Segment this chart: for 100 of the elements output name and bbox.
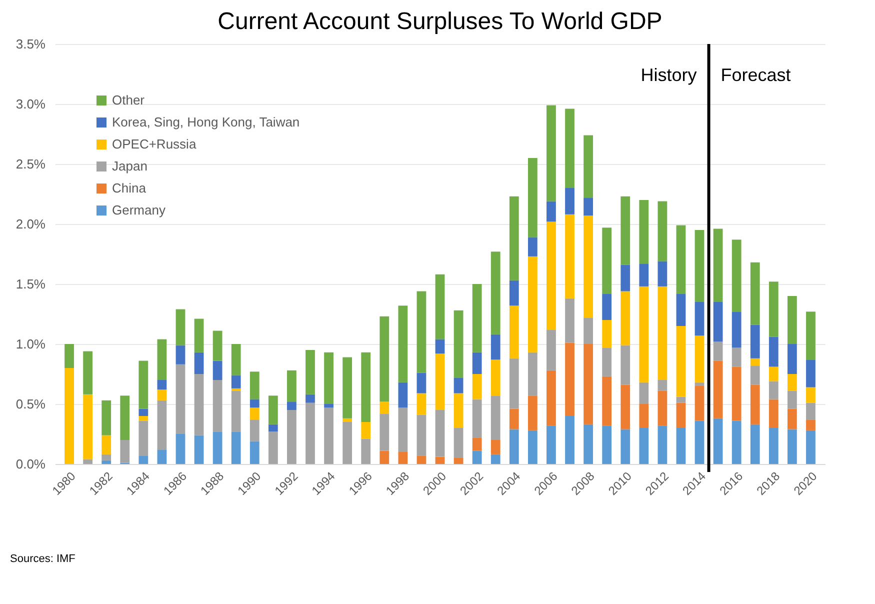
bar — [361, 438, 371, 464]
bar — [138, 408, 148, 416]
bar — [342, 357, 352, 418]
bar — [602, 294, 612, 320]
bar — [454, 428, 464, 458]
bar — [212, 432, 222, 464]
bar — [102, 400, 112, 436]
bar — [750, 366, 760, 385]
bar — [768, 399, 778, 428]
bar — [694, 336, 704, 382]
bar — [528, 430, 538, 464]
bar — [732, 312, 742, 348]
bar — [250, 399, 260, 408]
bar — [268, 424, 278, 432]
bar — [768, 381, 778, 400]
bar — [602, 320, 612, 348]
bar — [194, 318, 204, 352]
bar — [639, 264, 649, 286]
bar — [732, 366, 742, 421]
bar — [380, 316, 390, 402]
bar — [454, 310, 464, 378]
bar — [472, 374, 482, 400]
bar — [231, 432, 241, 464]
bar — [138, 416, 148, 421]
bar — [676, 294, 686, 326]
bar — [713, 360, 723, 418]
bar — [509, 358, 519, 409]
bar — [138, 420, 148, 456]
y-tick-label: 3.0% — [16, 96, 46, 112]
bar — [342, 422, 352, 464]
bar — [788, 408, 797, 430]
bar — [454, 458, 464, 464]
y-tick-label: 0.5% — [16, 396, 46, 412]
bar — [676, 428, 686, 464]
bar — [750, 424, 760, 464]
bar — [102, 435, 112, 454]
bar — [231, 375, 241, 388]
bar — [120, 396, 130, 440]
bar — [713, 342, 723, 361]
bar — [250, 420, 260, 442]
bar — [620, 429, 630, 464]
bar — [546, 105, 556, 202]
bar — [694, 420, 704, 464]
bar — [472, 450, 482, 464]
bar — [157, 339, 167, 380]
bar — [490, 454, 500, 464]
annotation: History — [640, 65, 697, 85]
bar — [435, 339, 445, 354]
bar — [509, 429, 519, 464]
bar — [806, 420, 816, 430]
bar — [268, 396, 278, 424]
bar — [490, 440, 500, 454]
bar — [231, 390, 241, 432]
bar — [639, 200, 649, 264]
bar — [658, 380, 668, 391]
bar — [584, 198, 593, 216]
bar — [694, 386, 704, 421]
bar — [620, 264, 630, 292]
bar — [694, 230, 704, 302]
bar — [435, 456, 445, 464]
bar — [398, 452, 408, 464]
bar — [528, 352, 538, 396]
bar — [509, 306, 519, 358]
bar — [361, 352, 371, 422]
bar — [565, 188, 574, 214]
bar — [546, 201, 556, 222]
y-tick-label: 0.0% — [16, 456, 46, 472]
bar — [546, 370, 556, 426]
bar — [713, 228, 723, 302]
legend-label: Other — [112, 92, 146, 108]
bar — [324, 408, 334, 464]
bar — [157, 390, 167, 400]
bar — [528, 237, 538, 256]
bar — [509, 280, 519, 306]
bar — [565, 214, 574, 298]
bar — [102, 460, 112, 464]
bar — [546, 426, 556, 464]
source-note: Sources: IMF — [10, 553, 76, 565]
bar — [416, 291, 426, 373]
bar — [454, 378, 464, 394]
bar — [528, 256, 538, 352]
bar — [306, 394, 315, 403]
bar — [676, 396, 686, 403]
bar — [788, 390, 797, 409]
bar — [176, 345, 186, 364]
bar — [732, 240, 742, 312]
bar — [472, 352, 482, 374]
bar — [64, 368, 74, 464]
y-tick-label: 1.5% — [16, 276, 46, 292]
bar — [306, 350, 315, 394]
bar — [750, 262, 760, 325]
bar — [639, 286, 649, 382]
chart-title: Current Account Surpluses To World GDP — [218, 8, 662, 35]
bar — [806, 312, 816, 360]
bar — [416, 393, 426, 415]
bar — [231, 388, 241, 391]
bar — [490, 334, 500, 360]
bar — [398, 382, 408, 408]
bar — [287, 410, 296, 464]
bar — [750, 324, 760, 358]
